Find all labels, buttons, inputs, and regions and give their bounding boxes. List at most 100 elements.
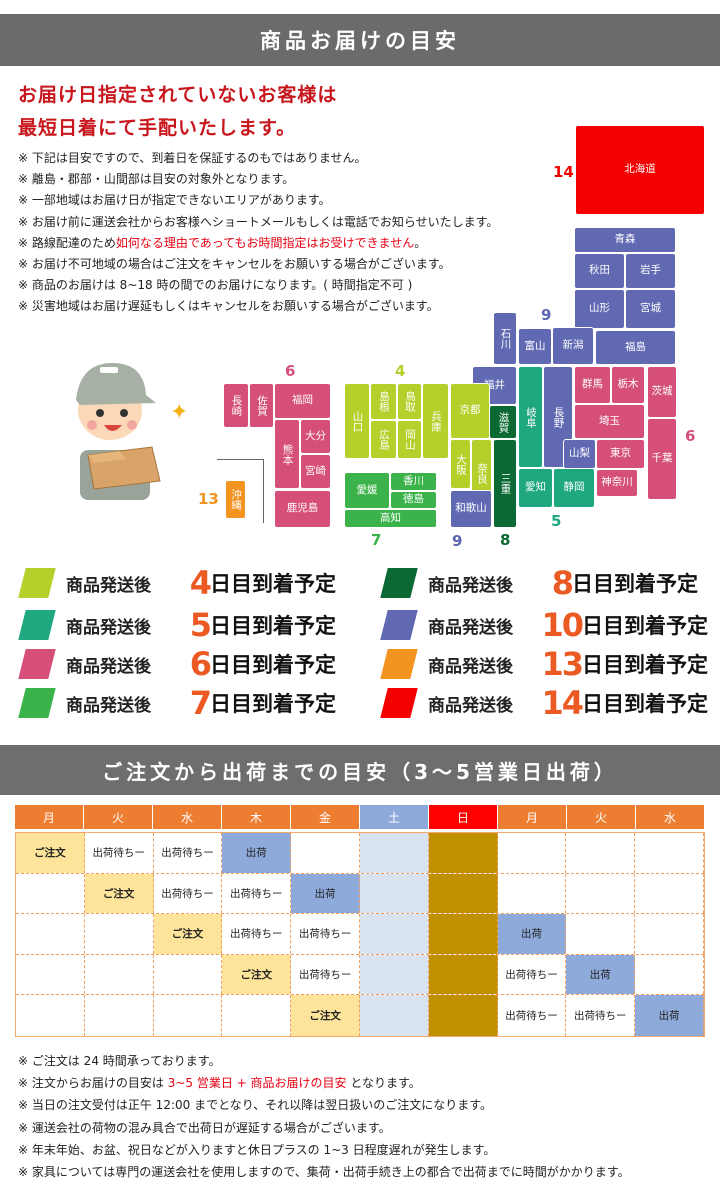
color-swatch <box>18 688 56 718</box>
legend-prefix: 商品発送後 <box>428 656 513 677</box>
note-line: ※ 災害地域はお届け遅延もしくはキャンセルをお願いする場合がございます。 <box>18 296 498 317</box>
prefecture-15: 茨城 <box>647 366 677 418</box>
cell-empty <box>428 873 498 914</box>
prefecture-18: 山梨 <box>563 439 596 469</box>
day-header: 土 <box>360 805 429 829</box>
zone-number: 8 <box>500 531 511 549</box>
zone-number: 9 <box>541 306 552 324</box>
cell-empty <box>635 954 704 995</box>
cell-empty <box>566 833 636 873</box>
note-text: ※ 離島・郡部・山間部は目安の対象外となります。 <box>18 172 295 187</box>
cell-empty <box>85 914 154 954</box>
note-line: ※ 年末年始、お盆、祝日などが入りますと休日プラスの 1~3 日程度遅れが発生し… <box>18 1139 630 1161</box>
legend-days: 6 <box>189 645 212 683</box>
cell-ship: 出荷 <box>291 873 360 914</box>
prefecture-44: 宮崎 <box>300 454 331 489</box>
prefecture-13: 群馬 <box>574 366 611 404</box>
prefecture-41: 佐賀 <box>249 383 274 428</box>
table-row: ご注文 出荷待ちー 出荷待ちー 出荷 <box>16 873 704 915</box>
note-line: ※ 路線配達のため如何なる理由であってもお時間指定はお受けできません。 <box>18 233 498 254</box>
day-header: 火 <box>567 805 636 829</box>
prefecture-40: 長崎 <box>223 383 249 428</box>
cell-wait: 出荷待ちー <box>222 873 292 914</box>
note-line: ※ 家具については専門の運送会社を使用しますので、集荷・出荷手続き上の都合で出荷… <box>18 1161 630 1183</box>
note-line: ※ 注文からお届けの目安は 3~5 営業日 + 商品お届けの目安 となります。 <box>18 1072 630 1094</box>
cell-wait: 出荷待ちー <box>85 833 154 873</box>
note-text: ※ お届け不可地域の場合はご注文をキャンセルをお願いする場合がございます。 <box>18 257 451 272</box>
legend-item: 商品発送後 6 日目到着予定 <box>18 645 336 683</box>
cell-empty <box>566 914 636 954</box>
prefecture-31: 島根 <box>370 383 397 420</box>
prefecture-14: 栃木 <box>611 366 645 404</box>
delivery-worker-illustration <box>76 363 161 500</box>
cell-empty <box>291 833 360 873</box>
note-line: ※ 一部地域はお届け日が指定できないエリアがあります。 <box>18 190 498 211</box>
cell-empty <box>428 954 498 995</box>
table-row: ご注文 出荷待ちー 出荷待ちー 出荷 <box>16 914 704 955</box>
prefecture-45: 鹿児島 <box>274 490 331 528</box>
headline-line-1: お届け日指定されていないお客様は <box>18 84 338 106</box>
cell-empty <box>222 995 292 1036</box>
note-text: ※ 下記は目安ですので、到着日を保証するのもではありません。 <box>18 151 367 165</box>
legend-item: 商品発送後 14 日目到着予定 <box>380 684 708 722</box>
note-text: ※ 年末年始、お盆、祝日などが入りますと休日プラスの 1~3 日程度遅れが発生し… <box>18 1142 496 1157</box>
note-line: ※ 商品のお届けは 8~18 時の間でのお届けになります。( 時間指定不可 ) <box>18 275 498 296</box>
prefecture-24: 三重 <box>493 439 517 528</box>
legend-days: 10 <box>541 606 584 644</box>
note-text: ※ 当日の注文受付は正午 12:00 までとなり、それ以降は翌日扱いのご注文にな… <box>18 1098 493 1113</box>
note-text: ※ 一部地域はお届け日が指定できないエリアがあります。 <box>18 193 331 208</box>
note-line: ※ 当日の注文受付は正午 12:00 までとなり、それ以降は翌日扱いのご注文にな… <box>18 1094 630 1116</box>
cell-ship: 出荷 <box>222 833 292 873</box>
prefecture-38: 高知 <box>344 509 437 528</box>
note-text: ※ 路線配達のため <box>18 235 116 250</box>
cell-wait: 出荷待ちー <box>498 954 567 995</box>
color-swatch <box>18 649 56 679</box>
day-header: 月 <box>498 805 567 829</box>
zone-number: 9 <box>452 532 463 550</box>
note-line: ※ 離島・郡部・山間部は目安の対象外となります。 <box>18 169 498 190</box>
note-text: ※ 災害地域はお届け遅延もしくはキャンセルをお願いする場合がございます。 <box>18 299 439 314</box>
schedule-header: 月火水木金土日月火水 <box>15 805 705 829</box>
color-swatch <box>18 610 56 640</box>
cell-order: ご注文 <box>222 954 292 995</box>
legend-suffix: 日目到着予定 <box>582 653 708 677</box>
legend-prefix: 商品発送後 <box>428 575 513 596</box>
legend-prefix: 商品発送後 <box>66 575 151 596</box>
legend-item: 商品発送後 8 日目到着予定 <box>380 564 698 602</box>
note-text: ※ お届け前に運送会社からお客様へショートメールもしくは電話でお知らせいたします… <box>18 214 499 229</box>
prefecture-25: 京都 <box>450 383 490 439</box>
zone-number: 6 <box>685 427 696 445</box>
table-row: ご注文 出荷待ちー 出荷待ちー 出荷 <box>16 954 704 996</box>
zone-number: 7 <box>371 531 382 549</box>
prefecture-23: 滋賀 <box>489 405 517 439</box>
cell-empty <box>359 873 429 914</box>
cell-order: ご注文 <box>153 914 223 954</box>
cell-empty <box>498 833 567 873</box>
cell-wait: 出荷待ちー <box>154 873 223 914</box>
zone-number: 5 <box>551 512 562 530</box>
cell-empty <box>16 995 85 1036</box>
cell-wait: 出荷待ちー <box>498 995 567 1036</box>
prefecture-4: 山形 <box>574 289 625 329</box>
day-header: 火 <box>84 805 153 829</box>
legend-prefix: 商品発送後 <box>66 617 151 638</box>
legend-prefix: 商品発送後 <box>428 695 513 716</box>
color-swatch <box>380 688 418 718</box>
color-swatch <box>380 649 418 679</box>
color-swatch <box>380 568 418 598</box>
note-text-end: となります。 <box>346 1076 421 1091</box>
cell-empty <box>428 833 498 873</box>
legend-item: 商品発送後 5 日目到着予定 <box>18 606 336 644</box>
prefecture-33: 広島 <box>370 420 397 459</box>
day-header: 水 <box>636 805 705 829</box>
cell-empty <box>85 995 154 1036</box>
cell-wait: 出荷待ちー <box>222 914 292 954</box>
legend-prefix: 商品発送後 <box>428 617 513 638</box>
legend-suffix: 日目到着予定 <box>210 572 336 596</box>
prefecture-39: 福岡 <box>274 383 331 419</box>
table-row: ご注文 出荷待ちー 出荷待ちー 出荷 <box>16 833 704 874</box>
prefecture-22: 静岡 <box>553 468 595 508</box>
note-text: ※ 家具については専門の運送会社を使用しますので、集荷・出荷手続き上の都合で出荷… <box>18 1165 630 1180</box>
cell-empty <box>635 873 704 914</box>
prefecture-7: 新潟 <box>552 327 594 365</box>
